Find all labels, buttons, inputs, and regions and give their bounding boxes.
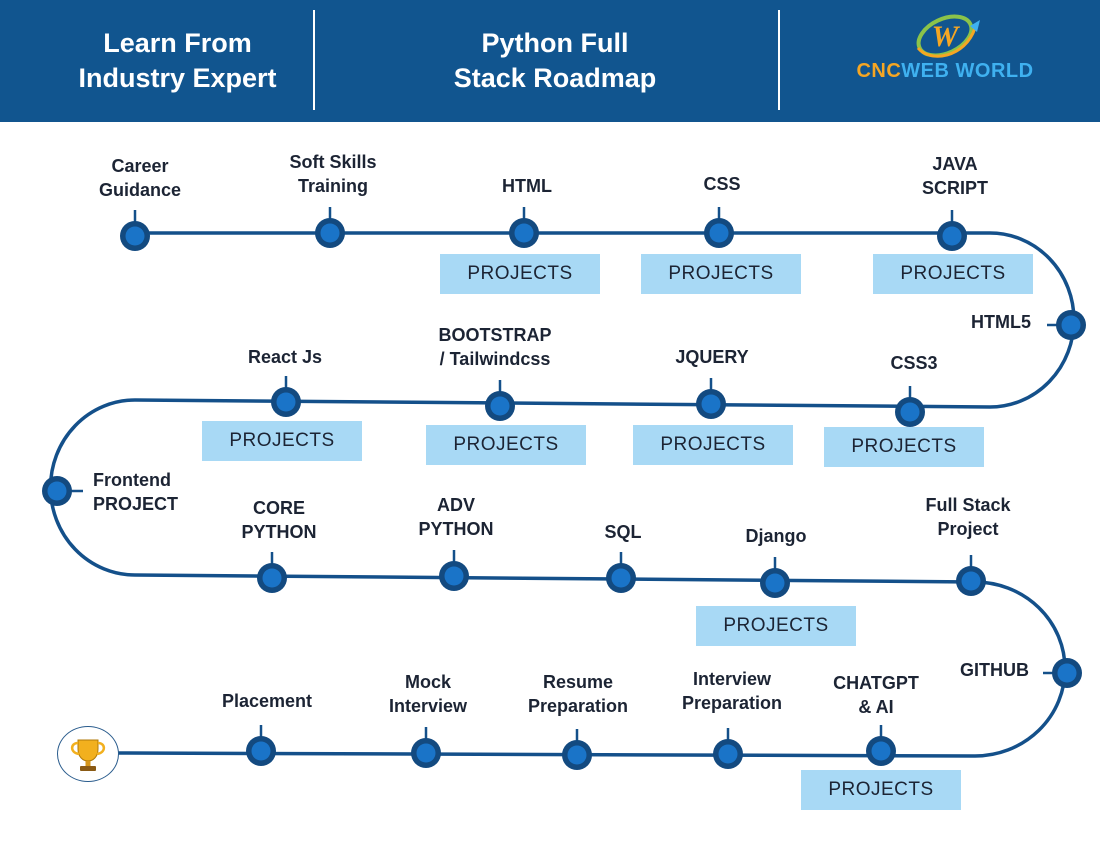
step-label: CSS3 <box>890 353 938 373</box>
projects-box: PROJECTS <box>440 254 600 294</box>
projects-box: PROJECTS <box>824 427 984 467</box>
step-label: Interview Preparation <box>681 669 783 713</box>
step-label: JQUERY <box>675 347 749 367</box>
step-label: CSS <box>703 174 741 194</box>
projects-box: PROJECTS <box>641 254 801 294</box>
step-label: Django <box>745 526 807 546</box>
logo-part-3: WORLD <box>955 60 1034 82</box>
roadmap-node-core <box>961 571 981 591</box>
roadmap-node-core <box>611 568 631 588</box>
roadmap-node-core <box>567 745 587 765</box>
roadmap-node-core <box>444 566 464 586</box>
finish-badge <box>57 726 119 782</box>
roadmap-node-core <box>765 573 785 593</box>
projects-box: PROJECTS <box>873 254 1033 294</box>
step-label: Mock Interview <box>388 672 468 716</box>
logo-wordmark: CNCWEB WORLD <box>830 60 1060 83</box>
step-label: HTML5 <box>971 312 1031 332</box>
step-label: Resume Preparation <box>527 672 629 716</box>
step-label: CHATGPT & AI <box>833 673 919 717</box>
step-label: JAVA SCRIPT <box>921 154 989 198</box>
step-label: BOOTSTRAP / Tailwindcss <box>438 325 552 369</box>
step-label: Placement <box>221 691 313 711</box>
logo-mark-icon: W <box>916 14 980 58</box>
roadmap-node-core <box>276 392 296 412</box>
roadmap-node-core <box>718 744 738 764</box>
projects-box: PROJECTS <box>696 606 856 646</box>
projects-box: PROJECTS <box>633 425 793 465</box>
roadmap-node-core <box>262 568 282 588</box>
logo-part-2: WEB <box>901 60 950 82</box>
step-label: ADV PYTHON <box>418 495 494 539</box>
roadmap-node-core <box>871 741 891 761</box>
step-label: CORE PYTHON <box>241 498 317 542</box>
trophy-icon <box>70 739 106 771</box>
roadmap-node-core <box>514 223 534 243</box>
roadmap-node-core <box>490 396 510 416</box>
step-label: Career Guidance <box>98 156 182 200</box>
step-label: SQL <box>604 522 642 542</box>
step-label: React Js <box>247 347 323 367</box>
roadmap-node-core <box>1061 315 1081 335</box>
logo-part-1: CNC <box>856 60 902 82</box>
header-center-title: Python Full Stack Roadmap <box>453 28 657 93</box>
roadmap-node-core <box>942 226 962 246</box>
roadmap-node-core <box>416 743 436 763</box>
roadmap-node-core <box>701 394 721 414</box>
header-banner: Learn From Industry Expert Python Full S… <box>0 0 1100 122</box>
header-divider-right <box>778 10 780 110</box>
roadmap-node-core <box>900 402 920 422</box>
roadmap-node-core <box>709 223 729 243</box>
projects-box: PROJECTS <box>202 421 362 461</box>
projects-box: PROJECTS <box>426 425 586 465</box>
step-label: Full Stack Project <box>925 495 1011 539</box>
step-label: HTML <box>502 176 552 196</box>
header-divider-left <box>313 10 315 110</box>
roadmap-node-core <box>125 226 145 246</box>
brand-logo: W CNCWEB WORLD <box>830 8 1060 112</box>
roadmap-node-core <box>320 223 340 243</box>
roadmap-node-core <box>47 481 67 501</box>
step-label: GITHUB <box>960 660 1029 680</box>
roadmap-node-core <box>1057 663 1077 683</box>
step-label: Soft Skills Training <box>289 152 377 196</box>
svg-text:W: W <box>932 20 961 53</box>
step-label: Frontend PROJECT <box>93 470 179 514</box>
header-left-title: Learn From Industry Expert <box>78 28 277 93</box>
roadmap-node-core <box>251 741 271 761</box>
projects-box: PROJECTS <box>801 770 961 810</box>
